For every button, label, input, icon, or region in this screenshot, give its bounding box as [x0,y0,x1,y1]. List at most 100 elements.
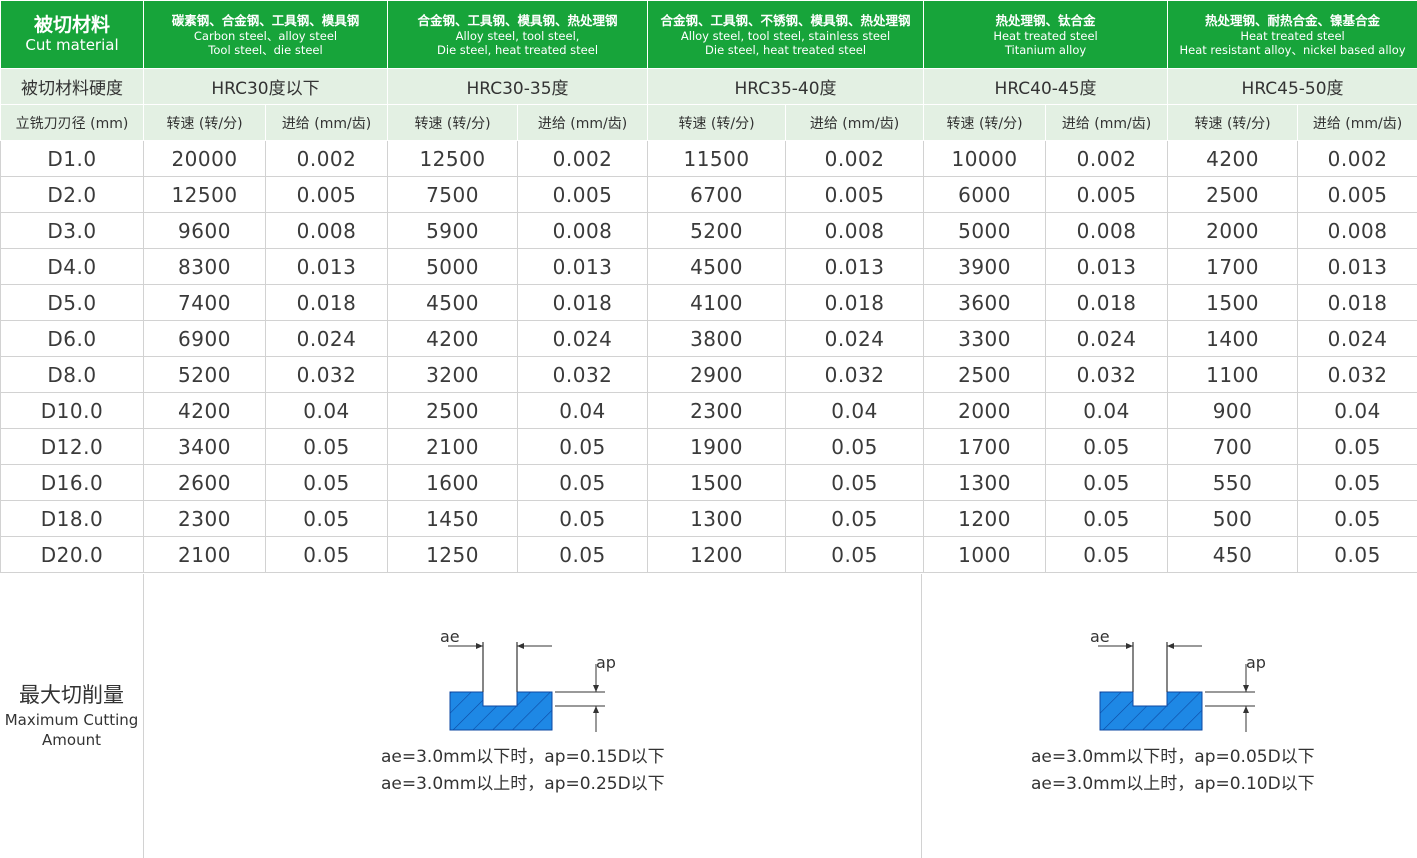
formula-line: ae=3.0mm以上时，ap=0.10D以下 [1031,774,1315,794]
material-group-zh: 热处理钢、耐热合金、镍基合金 [1205,12,1381,28]
material-group-zh: 合金钢、工具钢、不锈钢、模具钢、热处理钢 [660,12,911,28]
feed-cell: 0.005 [785,176,925,213]
feed-cell: 0.04 [264,392,389,429]
speed-cell: 500 [1167,500,1299,537]
speed-cell: 6900 [143,320,266,357]
feed-cell: 0.05 [1297,464,1417,501]
speed-cell: 1400 [1167,320,1299,357]
formula-line: ae=3.0mm以下时，ap=0.05D以下 [1031,747,1315,767]
feed-cell: 0.024 [1297,320,1417,357]
feed-cell: 0.005 [264,176,389,213]
feed-cell: 0.018 [1045,284,1169,321]
feed-cell: 0.05 [1045,500,1169,537]
ap-label: ap [596,653,616,672]
speed-cell: 12500 [387,140,519,177]
table-row: D4.0 8300 0.013 5000 0.013 4500 0.013 3900 0.013… [0,248,1417,285]
speed-header: 转速 (转/分) [387,104,519,141]
feed-cell: 0.05 [1045,536,1169,573]
feed-cell: 0.005 [1045,176,1169,213]
speed-cell: 7400 [143,284,266,321]
table-row: D18.0 2300 0.05 1450 0.05 1300 0.05 1200 0.05 500… [0,500,1417,537]
table-row: D10.0 4200 0.04 2500 0.04 2300 0.04 2000 0.04 900… [0,392,1417,429]
feed-cell: 0.05 [517,500,649,537]
feed-cell: 0.032 [264,356,389,393]
speed-cell: 1500 [1167,284,1299,321]
feed-cell: 0.032 [785,356,925,393]
feed-cell: 0.032 [517,356,649,393]
feed-cell: 0.018 [517,284,649,321]
speed-cell: 10000 [923,140,1047,177]
feed-cell: 0.05 [785,464,925,501]
max-cut-label-zh: 最大切削量 [19,683,124,707]
speed-cell: 1000 [923,536,1047,573]
material-group-zh: 合金钢、工具钢、模具钢、热处理钢 [417,12,618,28]
max-cut-label-en: Maximum Cutting Amount [4,711,139,749]
feed-cell: 0.05 [1045,428,1169,465]
speed-cell: 2100 [387,428,519,465]
feed-cell: 0.008 [264,212,389,249]
feed-header: 进给 (mm/齿) [517,104,649,141]
speed-cell: 1100 [1167,356,1299,393]
material-group-en-1: Heat treated steel [1240,28,1345,43]
speed-cell: 1300 [923,464,1047,501]
hardness-value: HRC30-35度 [387,68,649,105]
speed-cell: 2300 [143,500,266,537]
speed-cell: 550 [1167,464,1299,501]
feed-cell: 0.05 [517,428,649,465]
diameter-cell: D2.0 [0,176,144,213]
speed-cell: 12500 [143,176,266,213]
speed-cell: 1600 [387,464,519,501]
speed-header: 转速 (转/分) [1167,104,1299,141]
hardness-value: HRC35-40度 [647,68,925,105]
table-row: D12.0 3400 0.05 2100 0.05 1900 0.05 1700 0.05 700… [0,428,1417,465]
hardness-value: HRC40-45度 [923,68,1169,105]
feed-cell: 0.008 [517,212,649,249]
speed-cell: 20000 [143,140,266,177]
feed-cell: 0.05 [785,500,925,537]
speed-cell: 2100 [143,536,266,573]
cut-material-label-zh: 被切材料 [33,14,110,36]
diameter-cell: D16.0 [0,464,144,501]
feed-cell: 0.013 [517,248,649,285]
feed-cell: 0.024 [785,320,925,357]
feed-cell: 0.013 [264,248,389,285]
column-header-row: 立铣刀刃径 (mm) 转速 (转/分) 进给 (mm/齿) 转速 (转/分) 进… [0,104,1417,141]
material-group-en-2: Die steel, heat treated steel [437,42,599,57]
feed-cell: 0.005 [517,176,649,213]
speed-cell: 1450 [387,500,519,537]
diameter-cell: D20.0 [0,536,144,573]
speed-cell: 1250 [387,536,519,573]
feed-cell: 0.05 [1297,428,1417,465]
feed-cell: 0.04 [785,392,925,429]
cut-material-label-en: Cut material [25,36,119,54]
material-group-en-2: Titanium alloy [1004,42,1087,57]
diameter-cell: D12.0 [0,428,144,465]
section-divider [143,574,144,858]
feed-header: 进给 (mm/齿) [785,104,925,141]
speed-cell: 2900 [647,356,787,393]
speed-cell: 6700 [647,176,787,213]
ap-label: ap [1246,653,1266,672]
speed-cell: 4200 [387,320,519,357]
material-group-zh: 碳素钢、合金钢、工具钢、模具钢 [171,12,360,28]
diameter-cell: D18.0 [0,500,144,537]
feed-cell: 0.05 [264,464,389,501]
speed-cell: 6000 [923,176,1047,213]
feed-cell: 0.032 [1045,356,1169,393]
material-group-2: 合金钢、工具钢、模具钢、热处理钢 Alloy steel, tool steel… [387,0,649,69]
speed-cell: 2300 [647,392,787,429]
speed-cell: 1700 [923,428,1047,465]
speed-cell: 1300 [647,500,787,537]
table-row: D8.0 5200 0.032 3200 0.032 2900 0.032 2500 0.032… [0,356,1417,393]
section-divider [921,574,922,858]
feed-cell: 0.013 [785,248,925,285]
speed-cell: 4500 [387,284,519,321]
speed-cell: 1500 [647,464,787,501]
diameter-cell: D3.0 [0,212,144,249]
material-group-en-2: Heat resistant alloy、nickel based alloy [1179,42,1406,57]
speed-cell: 1900 [647,428,787,465]
cut-material-label: 被切材料 Cut material [0,0,144,69]
diameter-header: 立铣刀刃径 (mm) [0,104,144,141]
table-row: D5.0 7400 0.018 4500 0.018 4100 0.018 3600 0.018… [0,284,1417,321]
